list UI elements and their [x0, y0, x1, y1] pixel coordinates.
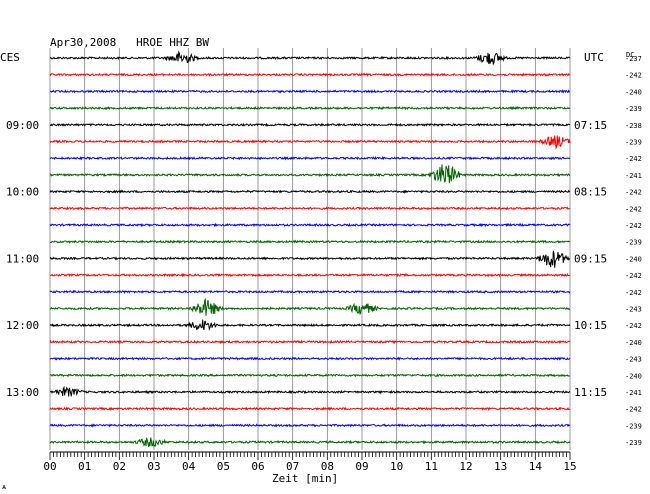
x-tick-label: 07 [286, 460, 299, 473]
left-time-label: 13:00 [6, 386, 39, 399]
trace-row-15 [49, 297, 571, 316]
trace-row-17 [49, 339, 571, 345]
trace-row-7 [49, 164, 571, 184]
x-tick-label: 10 [390, 460, 403, 473]
right-time-label: 07:15 [574, 119, 607, 132]
dc-label: DC [626, 51, 634, 59]
trace-row-0 [49, 50, 571, 66]
trace-row-9 [49, 206, 571, 211]
dc-value: -242 [625, 289, 642, 297]
trace-row-21 [49, 406, 571, 411]
dc-value: -240 [625, 372, 642, 380]
x-tick-label: 03 [147, 460, 160, 473]
trace-row-11 [49, 239, 571, 244]
x-tick-label: 02 [113, 460, 126, 473]
trace-row-8 [49, 189, 571, 194]
trace-row-18 [49, 356, 571, 361]
minute-grid [49, 48, 571, 450]
footer-mark: ѧ [2, 483, 6, 491]
dc-value: -239 [625, 422, 642, 430]
plot-title: Apr30,2008 HROE HHZ BW [50, 36, 209, 49]
x-tick-label: 14 [529, 460, 543, 473]
trace-row-22 [49, 423, 571, 428]
dc-value: -242 [625, 222, 642, 230]
dc-value: -242 [625, 406, 642, 414]
dc-value: -241 [625, 172, 642, 180]
dc-value: -239 [625, 239, 642, 247]
x-tick-label: 00 [43, 460, 56, 473]
dc-value: -241 [625, 389, 642, 397]
left-time-labels: 09:00 10:00 11:00 12:00 13:00 [6, 119, 39, 399]
x-tick-label: 08 [321, 460, 334, 473]
dc-value: -237 [625, 55, 642, 63]
x-tick-label: 05 [217, 460, 230, 473]
x-tick-label: 13 [494, 460, 507, 473]
dc-value: -240 [625, 339, 642, 347]
dc-value: -239 [625, 139, 642, 147]
dc-value: -243 [625, 356, 642, 364]
right-time-labels: 07:15 08:15 09:15 10:15 11:15 [574, 119, 607, 399]
trace-row-5 [49, 135, 571, 150]
left-timezone-label: CES [0, 51, 20, 64]
trace-row-13 [49, 272, 571, 278]
trace-row-19 [49, 373, 571, 378]
dc-value: -242 [625, 205, 642, 213]
trace-row-6 [49, 155, 571, 161]
x-axis: 00 01 02 03 04 05 06 07 08 09 10 11 12 13 14 15 [43, 451, 577, 473]
right-time-label: 08:15 [574, 186, 607, 199]
right-time-label: 10:15 [574, 319, 607, 332]
x-tick-label: 12 [459, 460, 472, 473]
dc-value: -242 [625, 322, 642, 330]
dc-value: -243 [625, 306, 642, 314]
dc-value: -242 [625, 155, 642, 163]
x-tick-label: 01 [78, 460, 91, 473]
trace-row-14 [49, 289, 571, 294]
x-tick-label: 09 [355, 460, 368, 473]
left-time-label: 09:00 [6, 119, 39, 132]
dc-value: -240 [625, 88, 642, 96]
x-tick-label: 06 [251, 460, 264, 473]
trace-row-12 [49, 250, 571, 268]
dc-value: -242 [625, 72, 642, 80]
trace-row-10 [49, 222, 571, 228]
trace-row-1 [49, 72, 571, 77]
left-time-label: 10:00 [6, 186, 39, 199]
dc-value: -240 [625, 255, 642, 263]
left-time-label: 12:00 [6, 319, 39, 332]
dc-value: -239 [625, 105, 642, 113]
left-time-label: 11:00 [6, 252, 39, 265]
seismic-traces [49, 50, 571, 448]
trace-row-20 [49, 385, 571, 397]
trace-row-4 [49, 122, 571, 127]
dc-value: -242 [625, 189, 642, 197]
x-tick-label: 11 [425, 460, 438, 473]
dc-value: -242 [625, 272, 642, 280]
x-tick-label: 04 [182, 460, 196, 473]
right-timezone-label: UTC [584, 51, 604, 64]
dc-value: -239 [625, 439, 642, 447]
trace-row-16 [49, 319, 571, 331]
x-tick-label: 15 [563, 460, 576, 473]
right-time-label: 09:15 [574, 252, 607, 265]
x-axis-label: Zeit [min] [272, 472, 338, 485]
trace-row-23 [49, 437, 571, 448]
trace-row-2 [49, 89, 571, 94]
right-time-label: 11:15 [574, 386, 607, 399]
dc-value-labels: -237 -242 -240 -239 -238 -239 -242 -241 -242 -242… [625, 55, 642, 447]
trace-row-3 [49, 106, 571, 111]
dc-value: -238 [625, 122, 642, 130]
